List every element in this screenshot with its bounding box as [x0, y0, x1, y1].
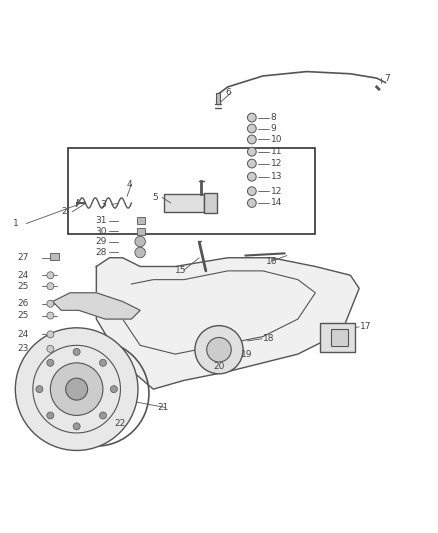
Text: 1: 1: [13, 219, 19, 228]
Text: 6: 6: [226, 88, 231, 97]
Circle shape: [66, 378, 88, 400]
Polygon shape: [96, 258, 359, 389]
Bar: [68, 148, 315, 233]
Circle shape: [247, 147, 256, 156]
Circle shape: [47, 300, 54, 307]
Circle shape: [47, 412, 54, 419]
Text: 22: 22: [115, 419, 126, 428]
Text: 12: 12: [271, 159, 282, 168]
Text: 8: 8: [271, 113, 276, 122]
Text: 21: 21: [158, 403, 169, 412]
Circle shape: [99, 412, 106, 419]
Text: 7: 7: [385, 74, 390, 83]
Bar: [204, 193, 217, 213]
Circle shape: [247, 159, 256, 168]
Text: 27: 27: [18, 253, 29, 262]
Text: 16: 16: [266, 257, 278, 266]
Circle shape: [247, 172, 256, 181]
Bar: [137, 228, 145, 235]
Circle shape: [73, 349, 80, 356]
Bar: [320, 324, 355, 352]
Circle shape: [36, 386, 43, 393]
Circle shape: [195, 326, 243, 374]
Polygon shape: [53, 293, 140, 319]
Circle shape: [99, 359, 106, 366]
Text: 9: 9: [271, 124, 276, 133]
Text: 28: 28: [95, 248, 107, 257]
Text: 4: 4: [126, 180, 132, 189]
Text: 26: 26: [18, 299, 29, 308]
Circle shape: [135, 247, 145, 258]
Text: 25: 25: [18, 282, 29, 290]
Circle shape: [110, 386, 117, 393]
Bar: [331, 329, 348, 346]
Text: 25: 25: [18, 311, 29, 320]
Circle shape: [247, 124, 256, 133]
Circle shape: [15, 328, 138, 450]
Text: 30: 30: [95, 227, 107, 236]
Circle shape: [47, 312, 54, 319]
Text: 15: 15: [175, 265, 187, 274]
Text: 19: 19: [241, 351, 252, 359]
Circle shape: [247, 199, 256, 207]
Circle shape: [247, 113, 256, 122]
Text: 24: 24: [18, 330, 29, 339]
Circle shape: [247, 187, 256, 196]
Circle shape: [247, 135, 256, 144]
Bar: [50, 253, 59, 260]
Text: 23: 23: [18, 344, 29, 353]
Text: 2: 2: [61, 207, 67, 216]
Text: 20: 20: [214, 362, 225, 371]
Circle shape: [47, 331, 54, 338]
Circle shape: [47, 345, 54, 352]
Circle shape: [50, 363, 103, 415]
Bar: [164, 194, 204, 212]
Circle shape: [135, 236, 145, 247]
Circle shape: [47, 272, 54, 279]
Text: 12: 12: [271, 187, 282, 196]
Text: 14: 14: [271, 198, 282, 207]
Text: 3: 3: [100, 200, 106, 209]
Text: 5: 5: [152, 193, 158, 202]
Text: 10: 10: [271, 135, 282, 144]
Text: 11: 11: [271, 147, 282, 156]
Bar: [216, 93, 220, 104]
Text: 17: 17: [360, 322, 371, 332]
Circle shape: [47, 359, 54, 366]
Circle shape: [207, 337, 231, 362]
Circle shape: [47, 282, 54, 290]
Text: 31: 31: [95, 216, 107, 225]
Text: 18: 18: [263, 334, 274, 343]
Circle shape: [73, 423, 80, 430]
Text: 29: 29: [95, 237, 107, 246]
Bar: [137, 217, 145, 224]
Text: 24: 24: [18, 271, 29, 280]
Text: 13: 13: [271, 172, 282, 181]
